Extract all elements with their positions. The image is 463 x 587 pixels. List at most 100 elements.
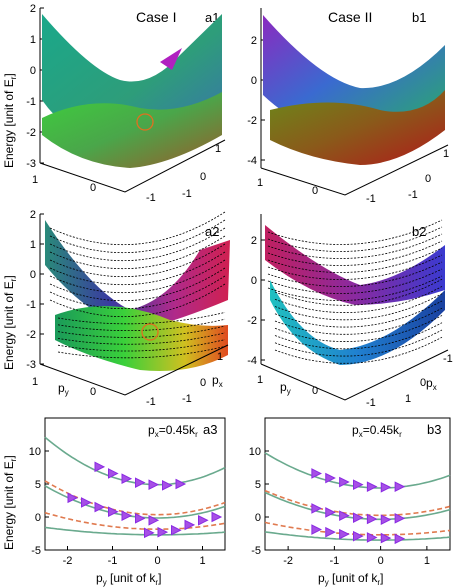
contour-line bbox=[49, 227, 226, 262]
data-point bbox=[366, 532, 378, 543]
contour-line bbox=[49, 259, 226, 294]
svg-text:1: 1 bbox=[405, 393, 411, 405]
px-axis-label: px bbox=[212, 373, 223, 389]
svg-text:-2: -2 bbox=[26, 127, 36, 139]
svg-text:-1: -1 bbox=[408, 189, 418, 201]
contour-line bbox=[267, 233, 443, 259]
x-tick-label: -1 bbox=[329, 555, 339, 567]
svg-text:-2: -2 bbox=[247, 315, 257, 327]
svg-text:-1: -1 bbox=[146, 396, 156, 408]
data-point bbox=[366, 481, 378, 492]
case-title-2: Case II bbox=[328, 9, 372, 25]
annotation-a3: px=0.45kr bbox=[148, 423, 198, 439]
contour-line bbox=[49, 267, 226, 302]
data-point bbox=[135, 513, 146, 524]
contour-line bbox=[49, 283, 226, 318]
panel-a2: a2 Energy [unit of Er] 2 1 0 -1 -2 -3 1 … bbox=[2, 209, 230, 408]
data-point bbox=[339, 476, 350, 488]
panel-b1: Case II b1 2 0 -2 -4 1 0 -1 1 0 -1 bbox=[247, 8, 449, 205]
x-tick-label: 0 bbox=[378, 555, 384, 567]
contour-line bbox=[274, 336, 443, 364]
contour-line bbox=[274, 293, 443, 321]
data-point bbox=[198, 514, 209, 526]
degeneracy-marker bbox=[136, 113, 154, 131]
z-ticks-a1: 2 1 0 -1 -2 -3 bbox=[26, 3, 44, 170]
z-ticks-a2: 2 1 0 -1 -2 -3 bbox=[26, 209, 44, 371]
contour-line bbox=[274, 286, 443, 313]
energy-axis-label-3: Energy [unit of Er] bbox=[2, 455, 18, 550]
contour-line bbox=[57, 325, 226, 338]
svg-text:0: 0 bbox=[90, 386, 96, 398]
panel-b3: -2 -1 0 1 -5 0 5 10 px=0.45kr b3 py [unit of kr… bbox=[249, 417, 451, 587]
theory-curve-dashed bbox=[264, 489, 451, 517]
plot-a3-area: -2 -1 0 1 -5 0 5 10 bbox=[29, 436, 226, 567]
contour-line bbox=[267, 275, 443, 301]
contour-line bbox=[49, 211, 226, 246]
svg-text:-1: -1 bbox=[26, 96, 36, 108]
svg-text:2: 2 bbox=[251, 235, 257, 247]
panel-a1: Case I a1 Energy [unit of Er] 2 1 0 -1 -… bbox=[2, 3, 226, 204]
svg-text:-4: -4 bbox=[247, 355, 257, 367]
contour-line bbox=[274, 315, 443, 342]
svg-text:0: 0 bbox=[30, 269, 36, 281]
svg-text:-1: -1 bbox=[443, 353, 453, 365]
measured-contours bbox=[267, 219, 443, 364]
base-ticks-a2: 1 0 -1 1 0 -1 bbox=[32, 351, 223, 408]
y-tick-label: 5 bbox=[35, 479, 41, 491]
base-ticks-b2: 1 0 -1 -1 0 1 bbox=[257, 353, 453, 409]
contour-line bbox=[49, 219, 226, 254]
panel-label-b1: b1 bbox=[412, 10, 426, 25]
data-point bbox=[311, 503, 322, 514]
z-ticks-b2: 2 0 -2 -4 bbox=[247, 235, 265, 367]
base-axes bbox=[260, 349, 449, 401]
contour-line bbox=[267, 254, 443, 280]
svg-text:2: 2 bbox=[30, 209, 36, 221]
y-tick-label: 10 bbox=[29, 446, 41, 458]
svg-text:0: 0 bbox=[200, 171, 206, 183]
energy-axis-label-1: Energy [unit of Er] bbox=[2, 73, 18, 168]
base-axes bbox=[260, 144, 449, 196]
data-point bbox=[135, 477, 146, 488]
data-point bbox=[353, 512, 364, 523]
data-point bbox=[148, 514, 160, 526]
svg-text:-3: -3 bbox=[26, 158, 36, 170]
panel-label-a2: a2 bbox=[205, 224, 219, 239]
data-point bbox=[380, 532, 392, 544]
lower-band-surface bbox=[55, 306, 228, 371]
lower-band-surface bbox=[270, 90, 445, 165]
svg-text:1: 1 bbox=[217, 351, 223, 363]
data-point bbox=[108, 506, 119, 518]
svg-text:0: 0 bbox=[312, 185, 318, 197]
contour-line bbox=[57, 332, 226, 345]
theory-curve-dashed bbox=[44, 511, 226, 531]
svg-text:1: 1 bbox=[443, 148, 449, 160]
contour-line bbox=[274, 300, 443, 328]
energy-axis-label-2: Energy [unit of Er] bbox=[2, 275, 18, 370]
degeneracy-marker bbox=[141, 323, 159, 341]
annotation-b3: px=0.45kr bbox=[352, 423, 402, 439]
data-point bbox=[157, 526, 169, 538]
theory-curve-dashed bbox=[264, 521, 451, 536]
svg-text:-1: -1 bbox=[182, 188, 192, 200]
data-point bbox=[121, 510, 133, 521]
data-point bbox=[81, 497, 92, 508]
panel-b2: b2 2 0 -2 -4 1 0 -1 -1 0 1 py px bbox=[247, 214, 453, 409]
x-tick-label: -1 bbox=[108, 555, 118, 567]
data-point bbox=[353, 479, 364, 490]
svg-text:1: 1 bbox=[32, 376, 38, 388]
svg-text:2: 2 bbox=[251, 35, 257, 47]
py-axis-label: py bbox=[280, 380, 291, 396]
base-axes bbox=[39, 344, 229, 396]
py-axis-label: py bbox=[58, 381, 69, 397]
x-tick-label: 0 bbox=[154, 555, 160, 567]
xlabel-a3: py [unit of kr] bbox=[96, 571, 161, 587]
panel-a3: -2 -1 0 1 -5 0 5 10 px=0.45kr a3 Energy [unit o… bbox=[2, 417, 226, 587]
panel-label-a3: a3 bbox=[203, 422, 217, 437]
y-tick-label: 0 bbox=[35, 512, 41, 524]
contour-line bbox=[57, 318, 226, 332]
data-point bbox=[311, 468, 322, 479]
theory-curve-solid bbox=[44, 526, 226, 536]
svg-text:-2: -2 bbox=[26, 329, 36, 341]
data-point bbox=[211, 511, 223, 523]
base-ticks-a1: 1 0 -1 1 0 -1 bbox=[32, 143, 221, 204]
